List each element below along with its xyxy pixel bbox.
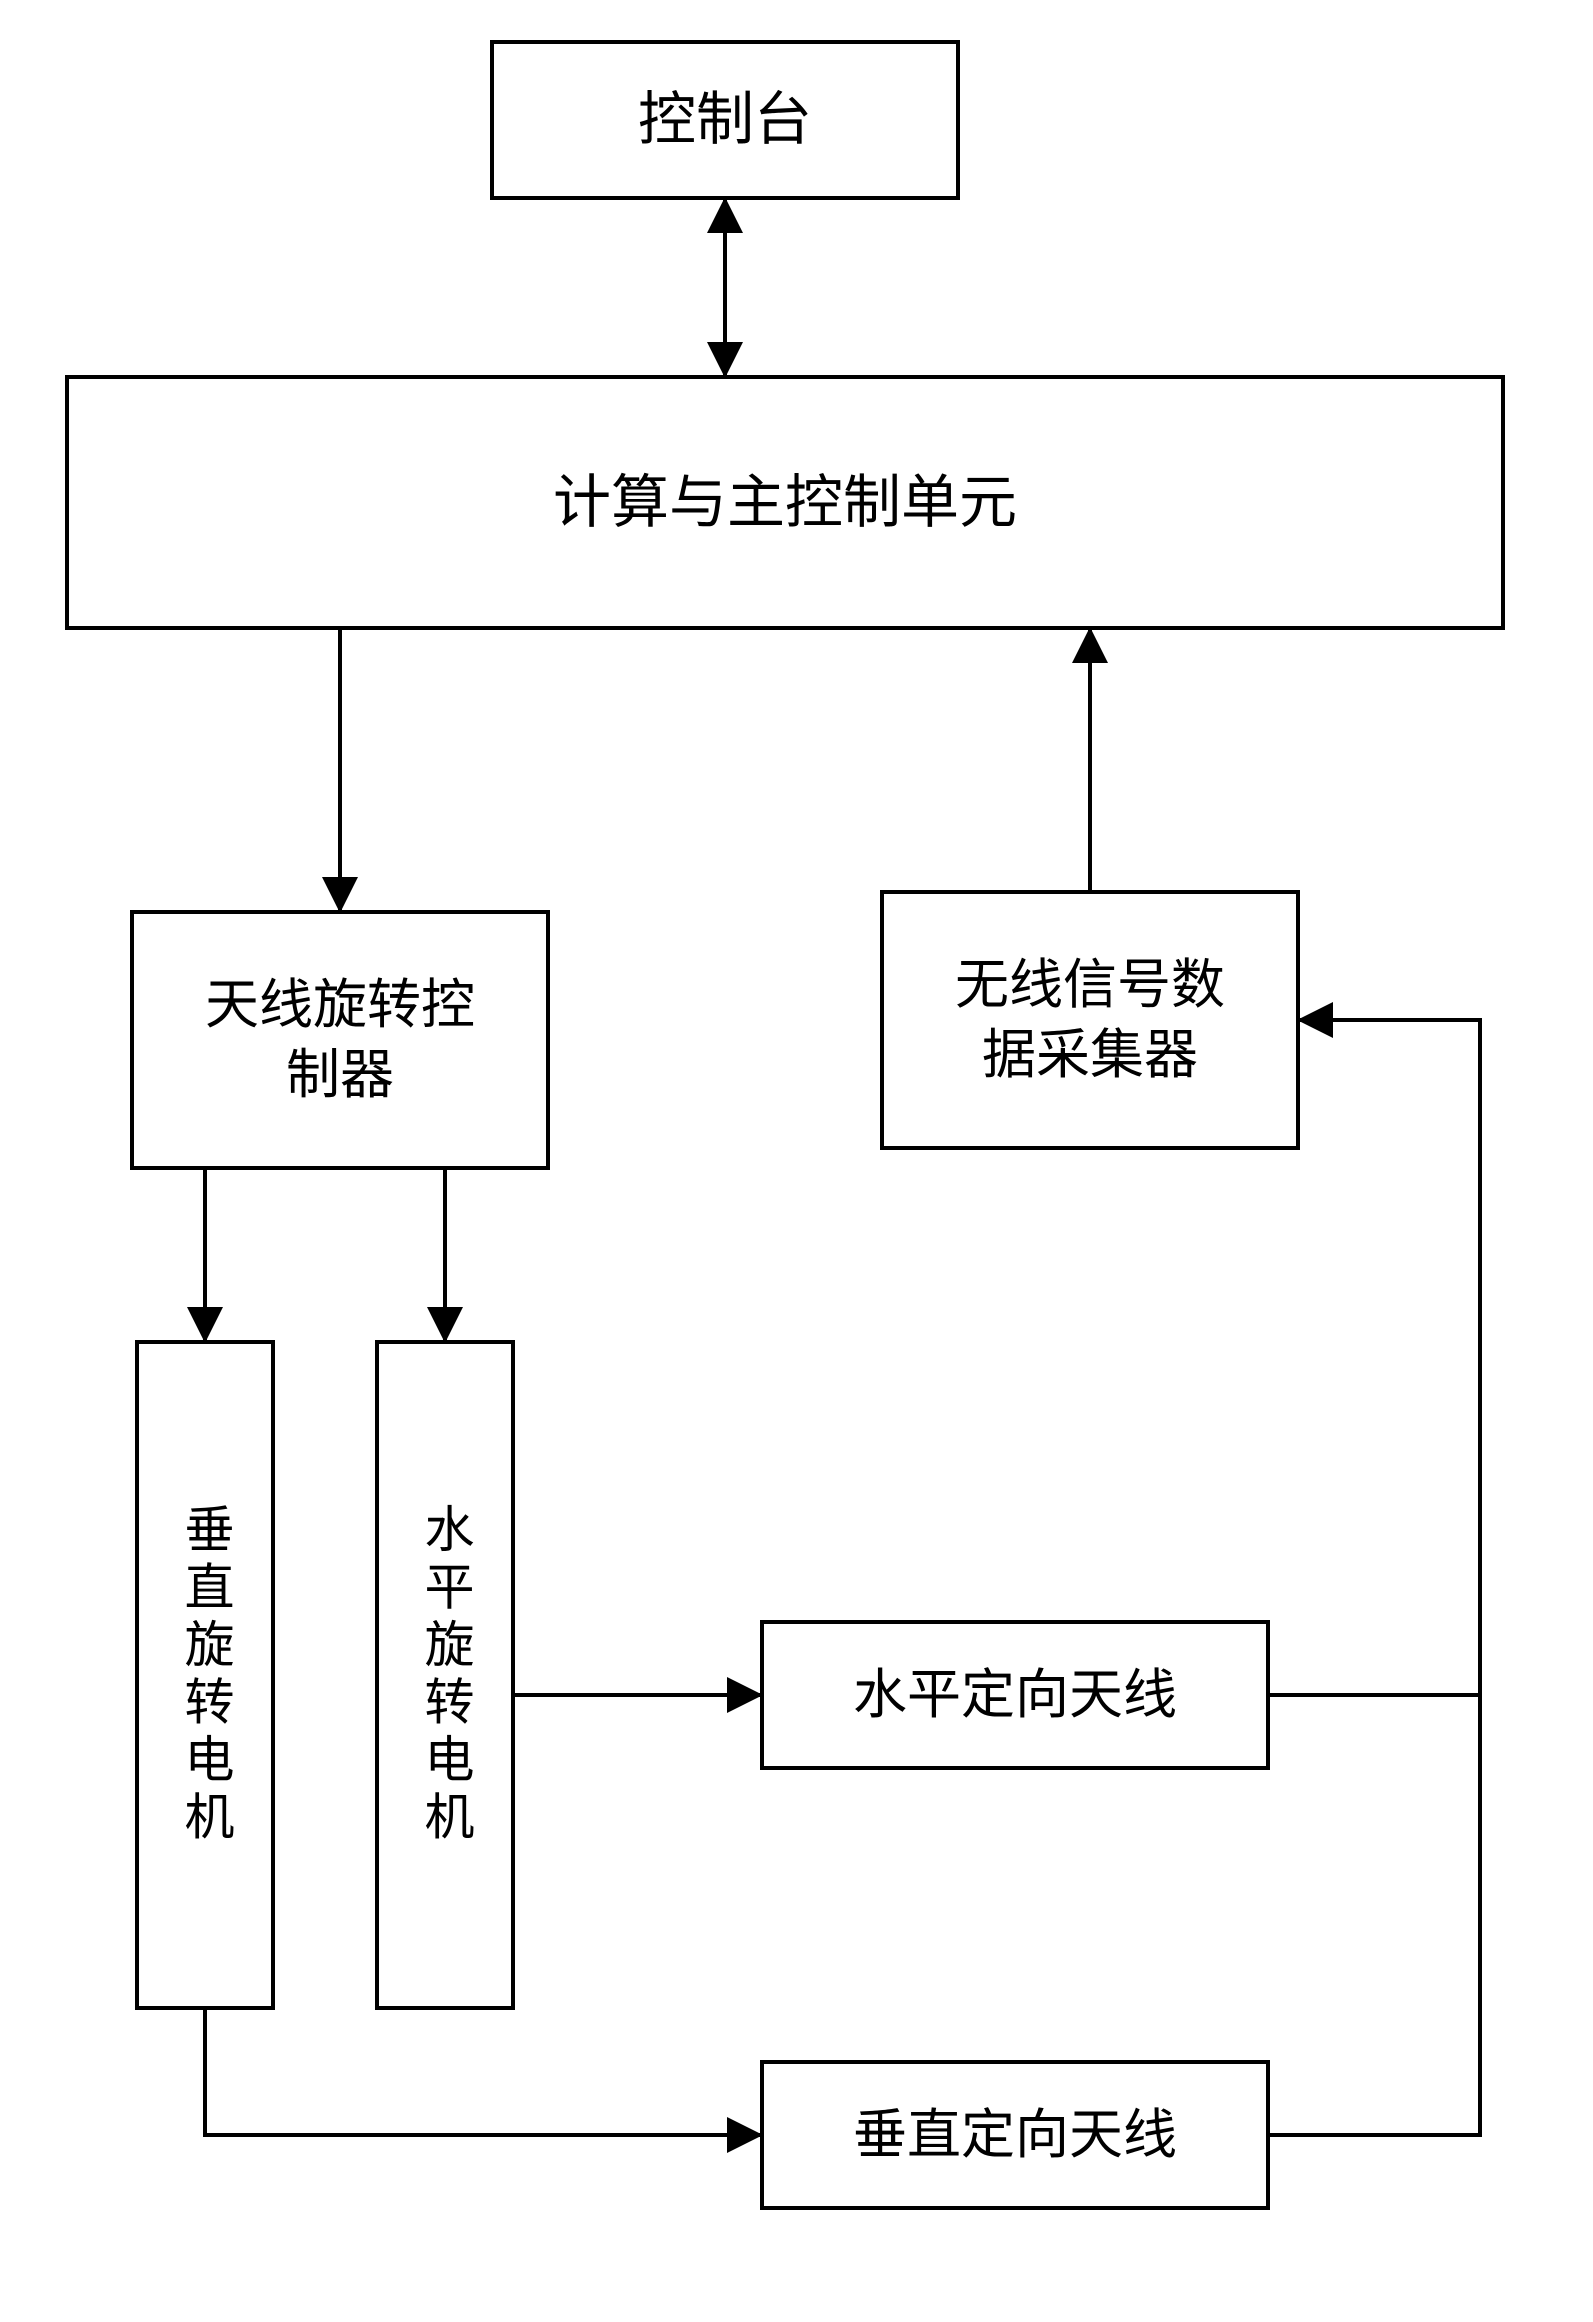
node-main-control-label: 计算与主控制单元 [553,465,1017,540]
flowchart-canvas: 控制台 计算与主控制单元 天线旋转控 制器 无线信号数 据采集器 垂直旋转电机 … [0,0,1593,2322]
node-horizontal-antenna: 水平定向天线 [760,1620,1270,1770]
node-horizontal-motor: 水平旋转电机 [375,1340,515,2010]
node-vertical-antenna-label: 垂直定向天线 [853,2100,1177,2170]
node-vertical-antenna: 垂直定向天线 [760,2060,1270,2210]
node-signal-collector-label: 无线信号数 据采集器 [955,950,1225,1090]
node-horizontal-motor-label: 水平旋转电机 [413,1503,478,1848]
node-signal-collector: 无线信号数 据采集器 [880,890,1300,1150]
node-rotation-controller: 天线旋转控 制器 [130,910,550,1170]
node-main-control: 计算与主控制单元 [65,375,1505,630]
node-horizontal-antenna-label: 水平定向天线 [853,1660,1177,1730]
node-vertical-motor-label: 垂直旋转电机 [173,1503,238,1848]
node-rotation-controller-label: 天线旋转控 制器 [205,970,475,1110]
node-console-label: 控制台 [638,82,812,157]
node-vertical-motor: 垂直旋转电机 [135,1340,275,2010]
node-console: 控制台 [490,40,960,200]
